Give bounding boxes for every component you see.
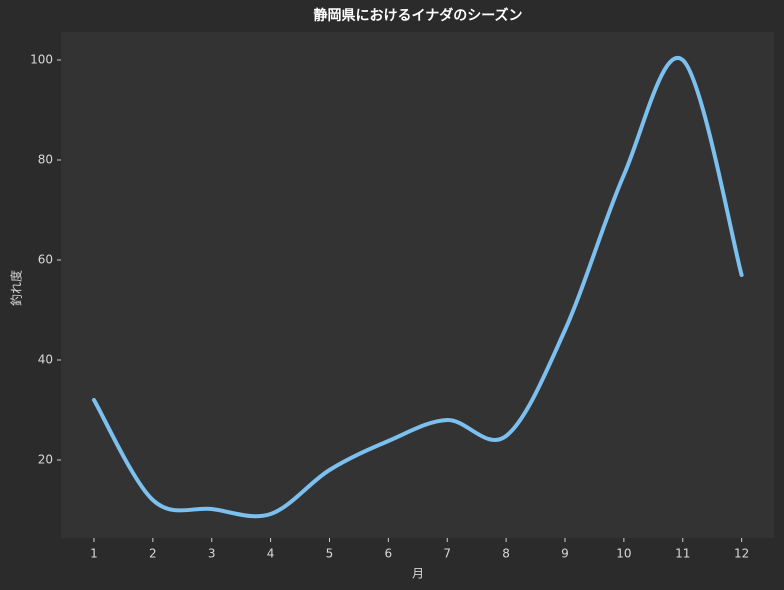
x-tick-label: 8 bbox=[502, 547, 510, 561]
x-axis-label: 月 bbox=[412, 567, 424, 581]
x-tick-label: 2 bbox=[149, 547, 157, 561]
chart-title: 静岡県におけるイナダのシーズン bbox=[313, 7, 522, 24]
x-tick-label: 7 bbox=[443, 547, 451, 561]
plot-area bbox=[61, 32, 774, 538]
x-tick-label: 4 bbox=[267, 547, 275, 561]
y-axis-label: 釣れ度 bbox=[9, 270, 24, 306]
y-tick-label: 40 bbox=[38, 353, 53, 367]
y-tick-label: 20 bbox=[38, 453, 53, 467]
x-tick-label: 6 bbox=[385, 547, 393, 561]
x-tick-label: 5 bbox=[326, 547, 334, 561]
x-tick-label: 3 bbox=[208, 547, 216, 561]
x-tick-label: 10 bbox=[616, 547, 631, 561]
y-tick-label: 60 bbox=[38, 253, 53, 267]
y-tick-label: 100 bbox=[30, 53, 53, 67]
x-tick-label: 11 bbox=[675, 547, 690, 561]
x-tick-label: 1 bbox=[90, 547, 98, 561]
x-tick-label: 9 bbox=[561, 547, 569, 561]
data-line bbox=[91, 55, 744, 519]
y-tick-label: 80 bbox=[38, 153, 53, 167]
x-tick-label: 12 bbox=[734, 547, 749, 561]
